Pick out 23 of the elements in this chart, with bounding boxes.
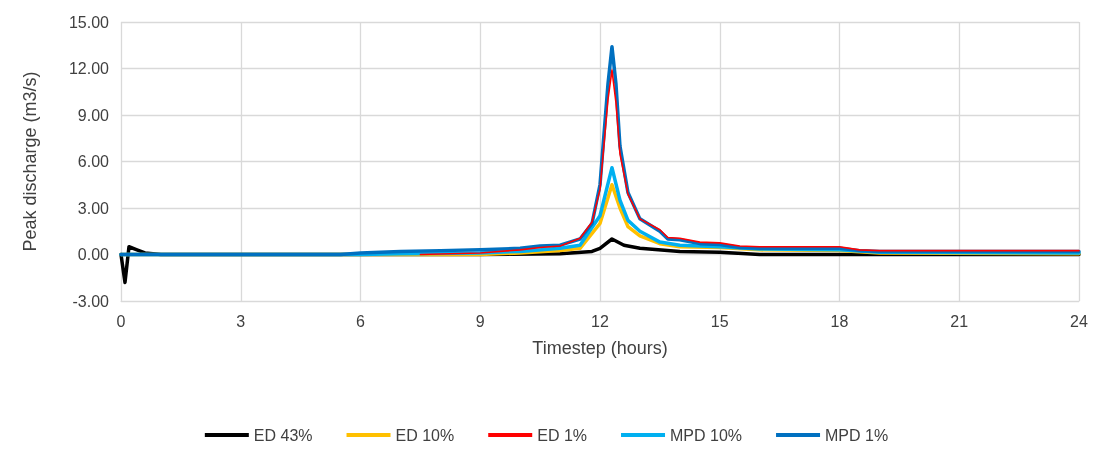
x-tick-label: 24: [1070, 312, 1088, 330]
y-tick-label: 15.00: [68, 13, 110, 31]
legend-label: ED 43%: [253, 426, 313, 444]
x-tick-label: 21: [950, 312, 969, 330]
x-tick-label: 12: [591, 312, 609, 330]
x-tick-label: 15: [710, 312, 729, 330]
legend-label: MPD 1%: [825, 426, 889, 444]
y-tick-label: -3.00: [72, 292, 110, 310]
x-axis-title: Timestep (hours): [532, 338, 668, 358]
y-axis-title: Peak discharge (m3/s): [20, 71, 40, 252]
x-tick-label: 6: [356, 312, 366, 330]
legend-label: ED 1%: [537, 426, 588, 444]
x-tick-label: 3: [236, 312, 246, 330]
legend-label: ED 10%: [395, 426, 455, 444]
y-tick-label: 9.00: [77, 106, 110, 124]
x-tick-label: 0: [116, 312, 126, 330]
y-tick-label: 0.00: [77, 246, 110, 263]
x-tick-label: 18: [830, 312, 849, 330]
y-tick-label: 3.00: [77, 199, 110, 217]
y-tick-label: 6.00: [77, 153, 110, 170]
x-tick-label: 9: [475, 312, 485, 330]
y-tick-label: 12.00: [68, 60, 110, 77]
legend-label: MPD 10%: [670, 426, 743, 444]
